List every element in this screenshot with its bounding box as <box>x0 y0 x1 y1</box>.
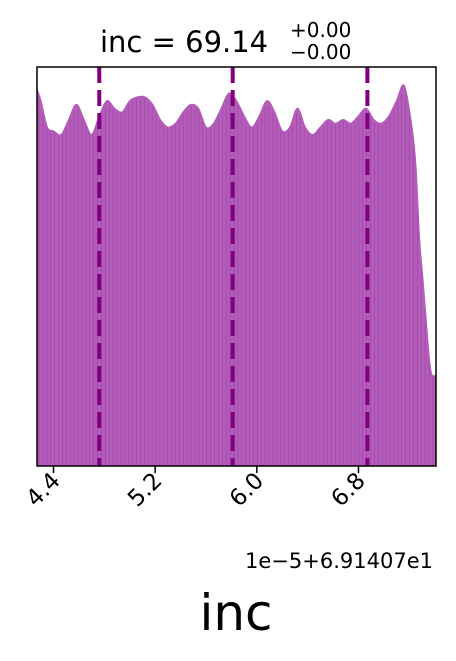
title-main: inc = 69.14 <box>100 25 268 59</box>
axis-offset-label: 1e−5+6.91407e1 <box>245 549 433 573</box>
density-stripes <box>38 92 434 466</box>
x-tick-label: 6.0 <box>225 468 269 512</box>
density-area <box>37 85 436 466</box>
x-tick-label: 5.2 <box>123 468 167 512</box>
x-axis-label: inc <box>199 584 272 642</box>
title-superscript: +0.00 <box>290 18 351 42</box>
x-tick-label: 6.8 <box>326 468 370 512</box>
plot-frame <box>36 66 437 467</box>
quantile-lines <box>97 67 370 466</box>
x-axis-ticks: 4.4 5.2 6.0 6.8 <box>22 466 371 512</box>
density-outline <box>37 84 436 377</box>
chart-title: inc = 69.14 +0.00 −0.00 <box>100 18 351 64</box>
title-subscript: −0.00 <box>290 40 351 64</box>
x-tick-label: 4.4 <box>22 468 66 512</box>
